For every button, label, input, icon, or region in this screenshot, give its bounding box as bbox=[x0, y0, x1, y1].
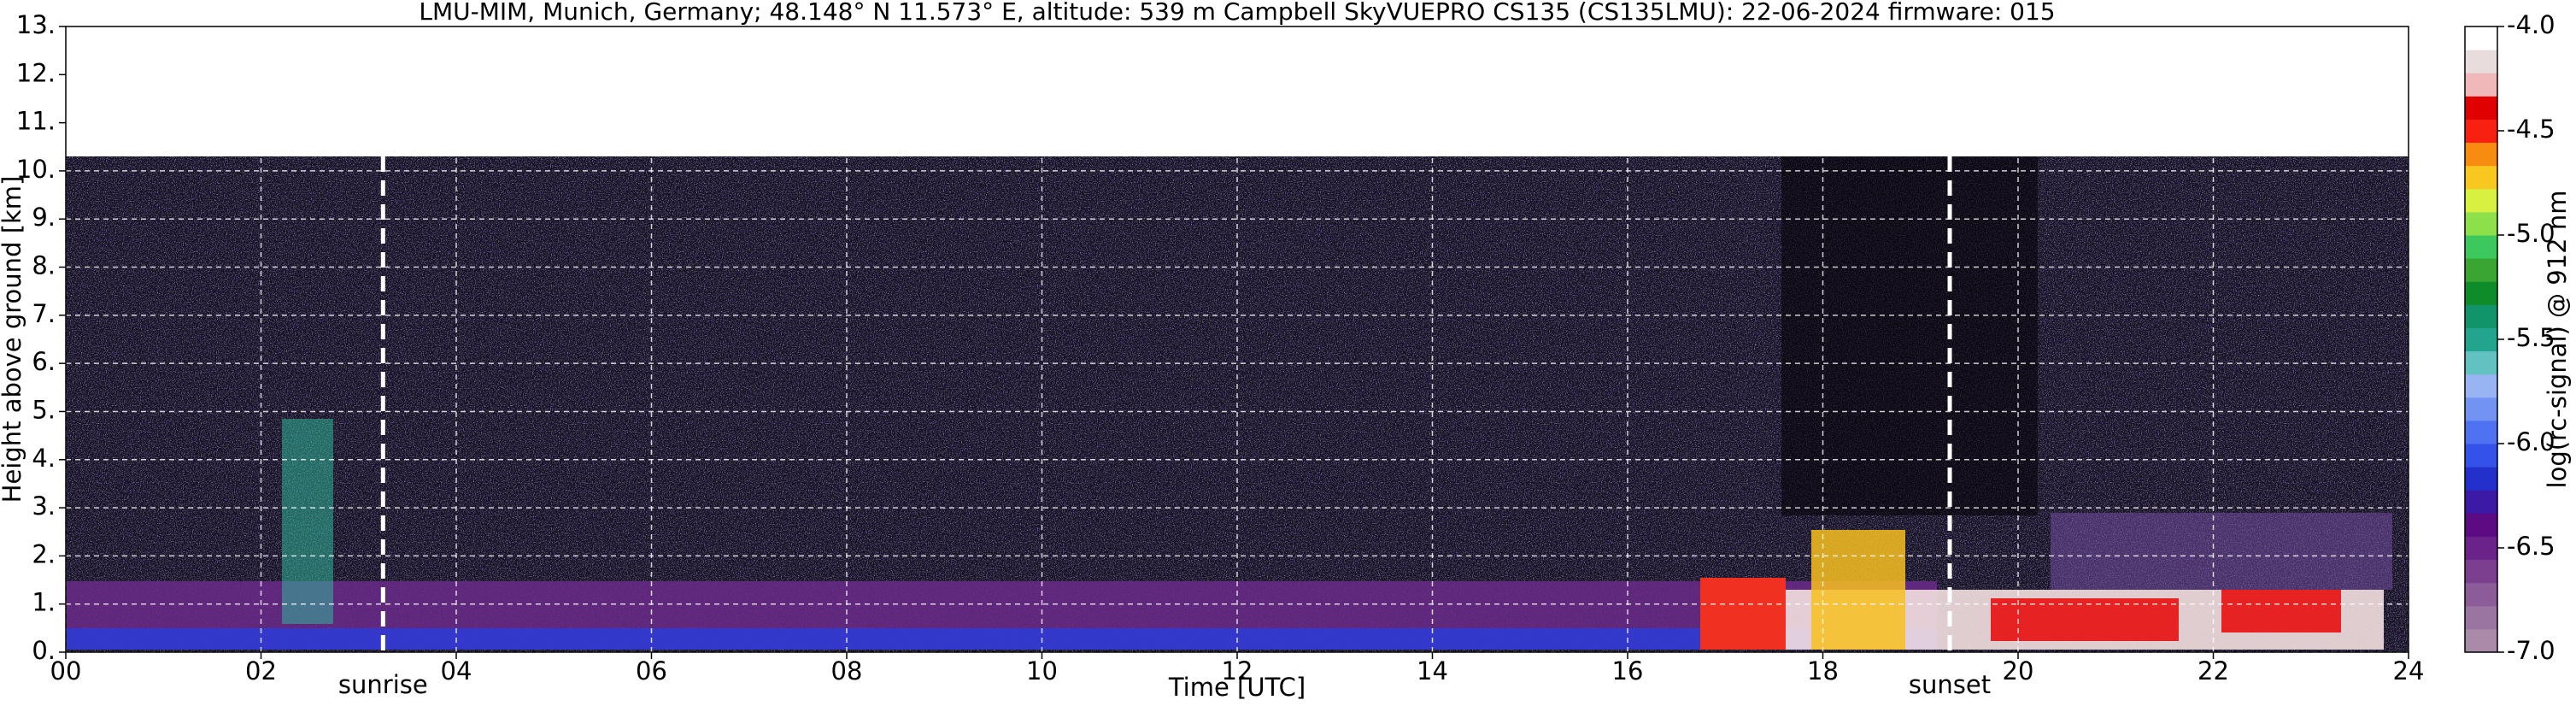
colorbar-tick-label: -5.0 bbox=[2507, 219, 2555, 248]
x-tick-label: 22 bbox=[2198, 656, 2229, 685]
colorbar-tick-label: -6.5 bbox=[2507, 532, 2555, 561]
x-axis-label: Time [UTC] bbox=[1168, 673, 1306, 702]
colorbar-swatch bbox=[2465, 490, 2497, 514]
colorbar-swatch bbox=[2465, 513, 2497, 537]
colorbar-swatch bbox=[2465, 420, 2497, 444]
colorbar-tick-label: -4.5 bbox=[2507, 115, 2555, 144]
x-tick-label: 00 bbox=[50, 656, 82, 685]
colorbar-label: log(rc-signal) @ 912 nm bbox=[2543, 191, 2572, 489]
y-tick-label: 12. bbox=[16, 58, 56, 87]
x-tick-label: 08 bbox=[831, 656, 863, 685]
colorbar-swatch bbox=[2465, 235, 2497, 259]
colorbar-swatch bbox=[2465, 374, 2497, 398]
colorbar-swatch bbox=[2465, 73, 2497, 97]
x-tick-label: 20 bbox=[2003, 656, 2034, 685]
y-tick-label: 11. bbox=[16, 107, 56, 136]
y-tick-label: 3. bbox=[32, 491, 56, 521]
colorbar-swatch bbox=[2465, 304, 2497, 328]
colorbar-swatch bbox=[2465, 582, 2497, 607]
colorbar-swatch bbox=[2465, 119, 2497, 144]
y-tick-label: 0. bbox=[32, 636, 56, 665]
colorbar-swatch bbox=[2465, 96, 2497, 120]
x-tick-label: 16 bbox=[1612, 656, 1644, 685]
x-tick-label: 10 bbox=[1026, 656, 1058, 685]
y-tick-label: 2. bbox=[32, 539, 56, 568]
y-tick-label: 10. bbox=[16, 155, 56, 184]
colorbar-tick-label: -6.0 bbox=[2507, 427, 2555, 456]
colorbar-tick-label: -5.5 bbox=[2507, 323, 2555, 352]
colorbar-tick-label: -4.0 bbox=[2507, 10, 2555, 39]
y-tick-label: 4. bbox=[32, 444, 56, 473]
colorbar-swatch bbox=[2465, 536, 2497, 561]
colorbar-swatch bbox=[2465, 444, 2497, 468]
colorbar-swatch bbox=[2465, 397, 2497, 421]
x-tick-label: 04 bbox=[441, 656, 472, 685]
colorbar: -4.0 -4.5 -5.0 -5.5 -6.0 -6.5 -7.0 bbox=[2464, 10, 2555, 665]
colorbar-swatch bbox=[2465, 26, 2497, 50]
y-tick-label: 5. bbox=[32, 395, 56, 424]
colorbar-swatch bbox=[2465, 50, 2497, 74]
y-tick-label: 6. bbox=[32, 347, 56, 376]
x-tick-label: 18 bbox=[1807, 656, 1839, 685]
x-tick-label: 14 bbox=[1417, 656, 1448, 685]
y-tick-label: 7. bbox=[32, 299, 56, 328]
annotation-text: sunrise bbox=[338, 670, 428, 699]
colorbar-swatch bbox=[2465, 142, 2497, 167]
y-tick-label: 8. bbox=[32, 251, 56, 280]
colorbar-swatch bbox=[2465, 165, 2497, 190]
y-tick-label: 1. bbox=[32, 588, 56, 617]
annotation-text: sunset bbox=[1909, 670, 1991, 699]
colorbar-swatch bbox=[2465, 350, 2497, 375]
colorbar-swatch bbox=[2465, 467, 2497, 491]
chart-title: LMU-MIM, Munich, Germany; 48.148° N 11.5… bbox=[419, 0, 2055, 26]
colorbar-tick-label: -7.0 bbox=[2507, 636, 2555, 665]
colorbar-swatch bbox=[2465, 559, 2497, 584]
y-axis-label: Height above ground [km] bbox=[0, 176, 26, 503]
colorbar-swatch bbox=[2465, 327, 2497, 352]
x-tick-label: 12 bbox=[1222, 656, 1253, 685]
x-tick-label: 06 bbox=[636, 656, 667, 685]
colorbar-swatch bbox=[2465, 188, 2497, 213]
y-tick-label: 13. bbox=[16, 10, 56, 39]
x-tick-label: 02 bbox=[245, 656, 277, 685]
colorbar-swatch bbox=[2465, 211, 2497, 236]
colorbar-swatch bbox=[2465, 258, 2497, 282]
y-tick-label: 9. bbox=[32, 203, 56, 232]
x-tick-label: 24 bbox=[2393, 656, 2425, 685]
plot-frame bbox=[65, 26, 2409, 653]
colorbar-swatch bbox=[2465, 281, 2497, 305]
colorbar-swatch bbox=[2465, 605, 2497, 630]
colorbar-swatch bbox=[2465, 628, 2497, 653]
annotations: sunrise sunset bbox=[338, 156, 1991, 699]
